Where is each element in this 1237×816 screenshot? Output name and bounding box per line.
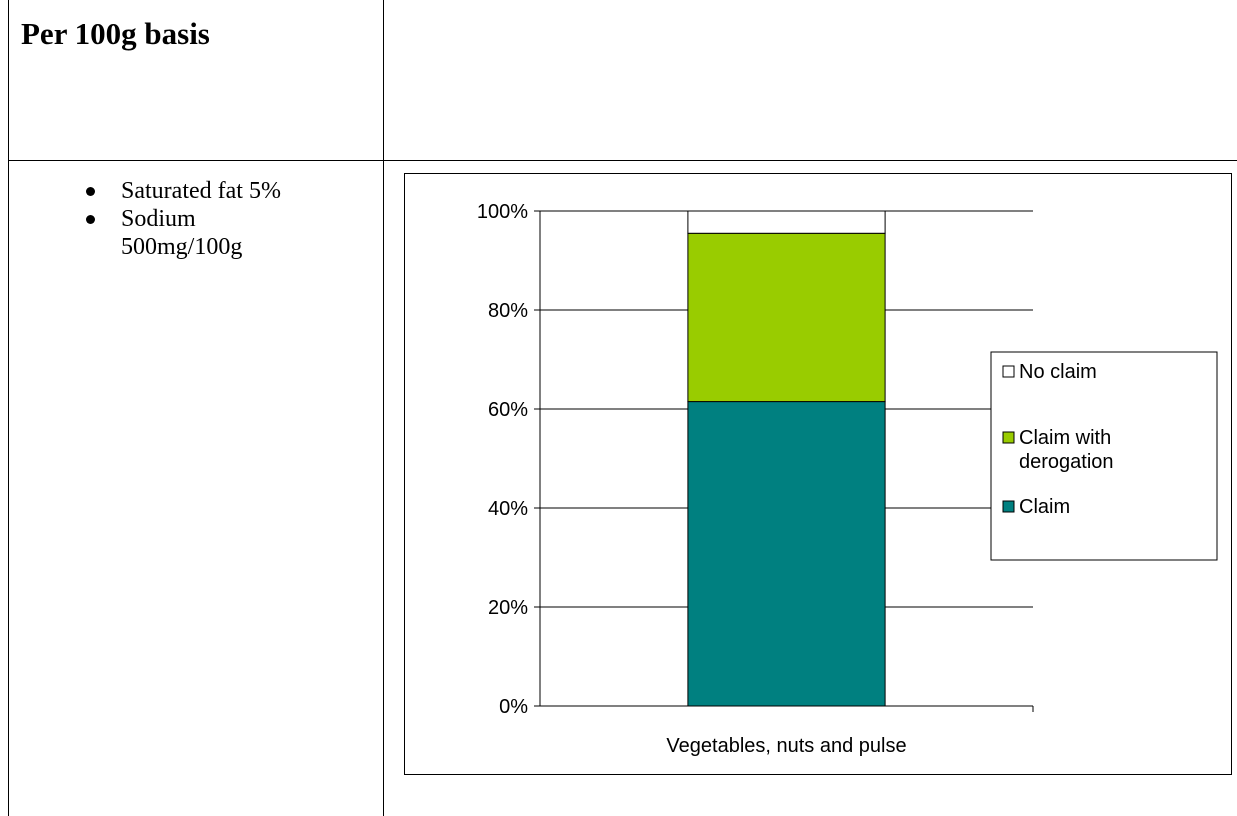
criteria-list: Saturated fat 5% Sodium 500mg/100g [9, 177, 383, 261]
criteria-cell: Saturated fat 5% Sodium 500mg/100g [8, 160, 384, 816]
chart-frame: 0% 20% 40% 60% 80% 100% Vegetables, nuts and p… [404, 173, 1232, 775]
x-category-label: Vegetables, nuts and pulse [666, 735, 906, 757]
bar-segment-claim [687, 401, 886, 707]
legend-label-claim-with-derogation: Claim with [1019, 427, 1111, 449]
criteria-item-saturated-fat: Saturated fat 5% [86, 177, 383, 205]
legend-label-no-claim: No claim [1019, 361, 1097, 383]
stacked-bar-chart: 0% 20% 40% 60% 80% 100% Vegetables, nuts and p… [477, 201, 1218, 757]
y-tick-label: 80% [488, 300, 528, 322]
legend-swatch-no-claim [1002, 365, 1015, 378]
y-tick-label: 0% [499, 696, 528, 718]
y-tick-label: 60% [488, 399, 528, 421]
chart-cell: 0% 20% 40% 60% 80% 100% Vegetables, nuts and p… [383, 160, 1237, 816]
empty-cell [383, 0, 1237, 161]
legend-label-claim: Claim [1019, 496, 1070, 518]
page-heading: Per 100g basis [21, 16, 210, 51]
legend-swatch-claim [1002, 500, 1015, 513]
bar-segment-claim-with-derogation [687, 232, 886, 403]
legend-box [990, 351, 1218, 561]
y-tick-label: 40% [488, 498, 528, 520]
legend-label-claim-with-derogation: derogation [1019, 451, 1114, 473]
heading-cell: Per 100g basis [8, 0, 384, 161]
y-tick-label: 20% [488, 597, 528, 619]
bar-segment-no-claim [687, 210, 886, 234]
legend-swatch-claim-with-derogation [1002, 431, 1015, 444]
y-tick-label: 100% [477, 201, 528, 223]
layout-table: Per 100g basis Saturated fat 5% Sodium 5… [8, 0, 1237, 816]
criteria-item-sodium: Sodium 500mg/100g [86, 205, 271, 261]
